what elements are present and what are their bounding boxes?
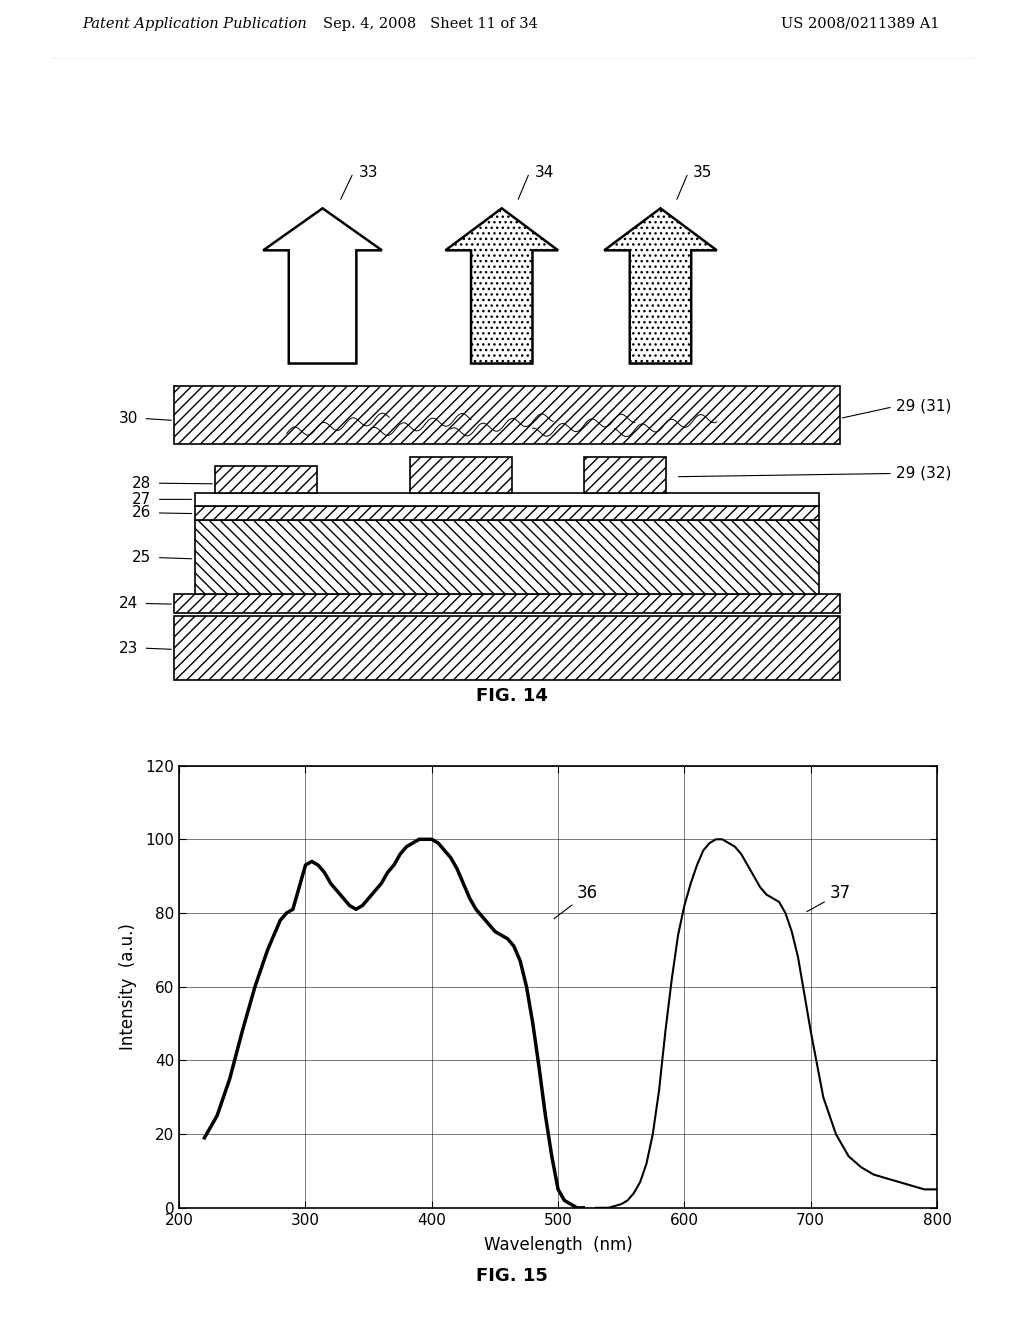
- Text: 36: 36: [554, 884, 598, 919]
- Bar: [215, 466, 317, 492]
- Bar: [174, 387, 840, 445]
- Text: 24: 24: [119, 597, 138, 611]
- X-axis label: Wavelength  (nm): Wavelength (nm): [483, 1236, 633, 1254]
- Bar: [195, 506, 819, 520]
- Text: 27: 27: [132, 492, 152, 507]
- Text: FIG. 14: FIG. 14: [476, 686, 548, 705]
- Text: FIG. 15: FIG. 15: [476, 1267, 548, 1286]
- Text: 29 (31): 29 (31): [896, 399, 951, 413]
- Text: 30: 30: [119, 411, 138, 426]
- Text: US 2008/0211389 A1: US 2008/0211389 A1: [781, 17, 939, 30]
- Text: 37: 37: [807, 884, 851, 912]
- Text: 35: 35: [693, 165, 713, 181]
- Bar: [195, 520, 819, 594]
- Text: Sep. 4, 2008   Sheet 11 of 34: Sep. 4, 2008 Sheet 11 of 34: [323, 17, 538, 30]
- Text: 29 (32): 29 (32): [896, 466, 951, 480]
- Bar: [410, 457, 512, 492]
- Bar: [174, 594, 840, 612]
- Text: 33: 33: [358, 165, 378, 181]
- Text: 23: 23: [119, 640, 138, 656]
- Text: 25: 25: [132, 550, 152, 565]
- Text: 28: 28: [132, 475, 152, 491]
- Polygon shape: [604, 209, 717, 363]
- Bar: [584, 457, 666, 492]
- Text: 26: 26: [132, 506, 152, 520]
- Polygon shape: [445, 209, 558, 363]
- Text: 34: 34: [535, 165, 554, 181]
- Polygon shape: [263, 209, 382, 363]
- Text: Patent Application Publication: Patent Application Publication: [82, 17, 306, 30]
- Bar: [174, 615, 840, 681]
- Y-axis label: Intensity  (a.u.): Intensity (a.u.): [119, 923, 137, 1051]
- Bar: [195, 492, 819, 506]
